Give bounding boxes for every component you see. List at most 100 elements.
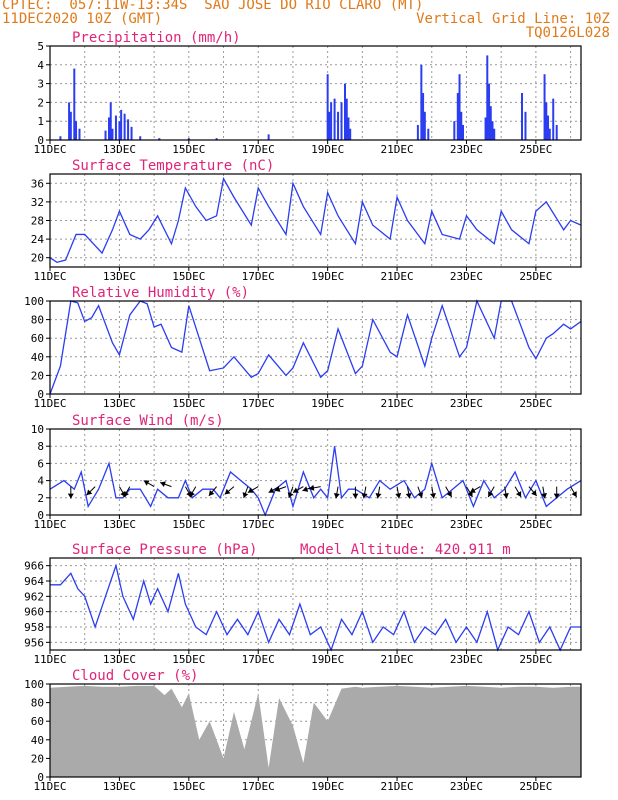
precip-bar <box>118 121 121 140</box>
wind-arrow-head <box>417 492 424 498</box>
wind-arrow-head <box>361 492 368 499</box>
wind-arrow-head <box>405 492 412 499</box>
cloud-title: Cloud Cover (%) <box>72 668 198 684</box>
precip-bar <box>456 93 459 140</box>
x-tick-label: 13DEC <box>103 653 136 666</box>
y-tick-label: 4 <box>37 59 44 72</box>
wind-arrow <box>528 486 538 497</box>
x-tick-label: 23DEC <box>450 653 483 666</box>
x-tick-label: 17DEC <box>242 143 275 156</box>
header-run-time: 11DEC2020 10Z (GMT) <box>2 11 163 27</box>
precip-bar <box>267 134 270 140</box>
precip-bar <box>545 102 548 140</box>
y-tick-label: 36 <box>31 177 44 190</box>
header-station: CPTEC: 057:11W-13:34S SAO JOSE DO RIO CL… <box>2 0 424 13</box>
wind-arrow-head <box>541 492 547 499</box>
wind-arrow-head <box>446 491 452 498</box>
y-tick-label: 24 <box>31 233 45 246</box>
wind-arrow-head <box>469 487 476 493</box>
precip-bar <box>344 83 346 140</box>
y-tick-label: 40 <box>31 734 44 747</box>
wind-arrow-head <box>395 492 402 499</box>
x-tick-label: 15DEC <box>172 270 205 283</box>
x-tick-label: 15DEC <box>172 780 205 793</box>
wind-arrow <box>352 486 359 499</box>
wind-arrow-head <box>67 493 74 499</box>
x-tick-label: 21DEC <box>380 518 413 531</box>
x-tick-label: 25DEC <box>519 270 552 283</box>
y-tick-label: 8 <box>37 440 44 453</box>
precip-bar <box>552 98 555 140</box>
x-tick-label: 25DEC <box>519 780 552 793</box>
precip-bar <box>547 115 550 140</box>
wind-arrow-head <box>553 493 560 499</box>
precip-bar <box>333 98 336 140</box>
wind-arrow-head <box>333 492 340 499</box>
precip-bar <box>458 74 461 140</box>
x-tick-label: 23DEC <box>450 780 483 793</box>
precip-panel: 0 1 2 3 4 5 11DEC 13DEC 15DEC 17DEC 19DEC 21DEC 23DE… <box>33 30 582 156</box>
rh-title: Relative Humidity (%) <box>72 285 249 301</box>
precip-bar <box>187 138 190 140</box>
x-tick-label: 13DEC <box>103 518 136 531</box>
y-tick-label: 100 <box>24 295 44 308</box>
wind-arrow-head <box>247 487 254 493</box>
wind-arrow <box>541 486 547 499</box>
wind-arrow <box>308 484 321 491</box>
x-tick-label: 23DEC <box>450 270 483 283</box>
x-tick-label: 11DEC <box>33 780 66 793</box>
wind-arrow-head <box>189 491 195 498</box>
precip-bar <box>427 128 430 140</box>
x-tick-label: 13DEC <box>103 780 136 793</box>
y-tick-label: 20 <box>31 369 44 382</box>
wind-arrow <box>143 480 155 488</box>
precip-title: Precipitation (mm/h) <box>72 30 241 46</box>
precip-bar <box>555 124 558 140</box>
pressure-series-line <box>50 563 581 652</box>
wind-arrow <box>361 486 368 499</box>
precip-bar <box>453 121 456 140</box>
x-tick-label: 13DEC <box>103 143 136 156</box>
wind-arrow-head <box>515 491 522 498</box>
precip-bar <box>491 121 494 140</box>
precip-bar <box>328 111 331 140</box>
temp-title: Surface Temperature (nC) <box>72 158 274 174</box>
wind-arrow <box>274 486 287 492</box>
x-tick-label: 21DEC <box>380 143 413 156</box>
wind-arrow <box>502 486 509 499</box>
precip-bar <box>127 119 130 140</box>
x-tick-label: 19DEC <box>311 780 344 793</box>
precip-bar <box>345 98 348 140</box>
wind-arrow-head <box>224 488 231 495</box>
wind-arrow <box>242 486 249 499</box>
x-tick-label: 19DEC <box>311 397 344 410</box>
wind-arrow <box>333 486 340 499</box>
temp-frame <box>49 173 582 268</box>
precip-bar <box>68 102 71 140</box>
wind-arrow-head <box>308 484 315 491</box>
wind-arrow-head <box>274 486 281 492</box>
wind-arrow-head <box>302 486 309 492</box>
y-tick-label: 80 <box>31 697 44 710</box>
wind-arrow-head <box>292 487 299 493</box>
x-tick-label: 13DEC <box>103 397 136 410</box>
x-tick-label: 17DEC <box>242 397 275 410</box>
x-tick-label: 21DEC <box>380 270 413 283</box>
precip-bar <box>340 102 343 140</box>
y-tick-label: 28 <box>31 215 44 228</box>
wind-arrow-head <box>123 491 129 498</box>
x-tick-label: 17DEC <box>242 653 275 666</box>
wind-arrow-head <box>242 492 249 498</box>
x-tick-label: 19DEC <box>311 653 344 666</box>
wind-arrow-head <box>268 487 275 493</box>
wind-arrow-head <box>430 492 436 499</box>
wind-arrow-head <box>143 480 150 486</box>
precip-bar <box>120 109 123 140</box>
y-tick-label: 100 <box>24 678 44 691</box>
y-tick-label: 2 <box>37 96 44 109</box>
precip-bar <box>114 115 117 140</box>
wind-arrow <box>208 486 217 497</box>
y-tick-label: 0 <box>37 388 44 401</box>
cloud-panel: 0 20 40 60 80 100 11DEC 13DEC 15DEC 17DEC 19DEC 21D… <box>24 668 582 793</box>
